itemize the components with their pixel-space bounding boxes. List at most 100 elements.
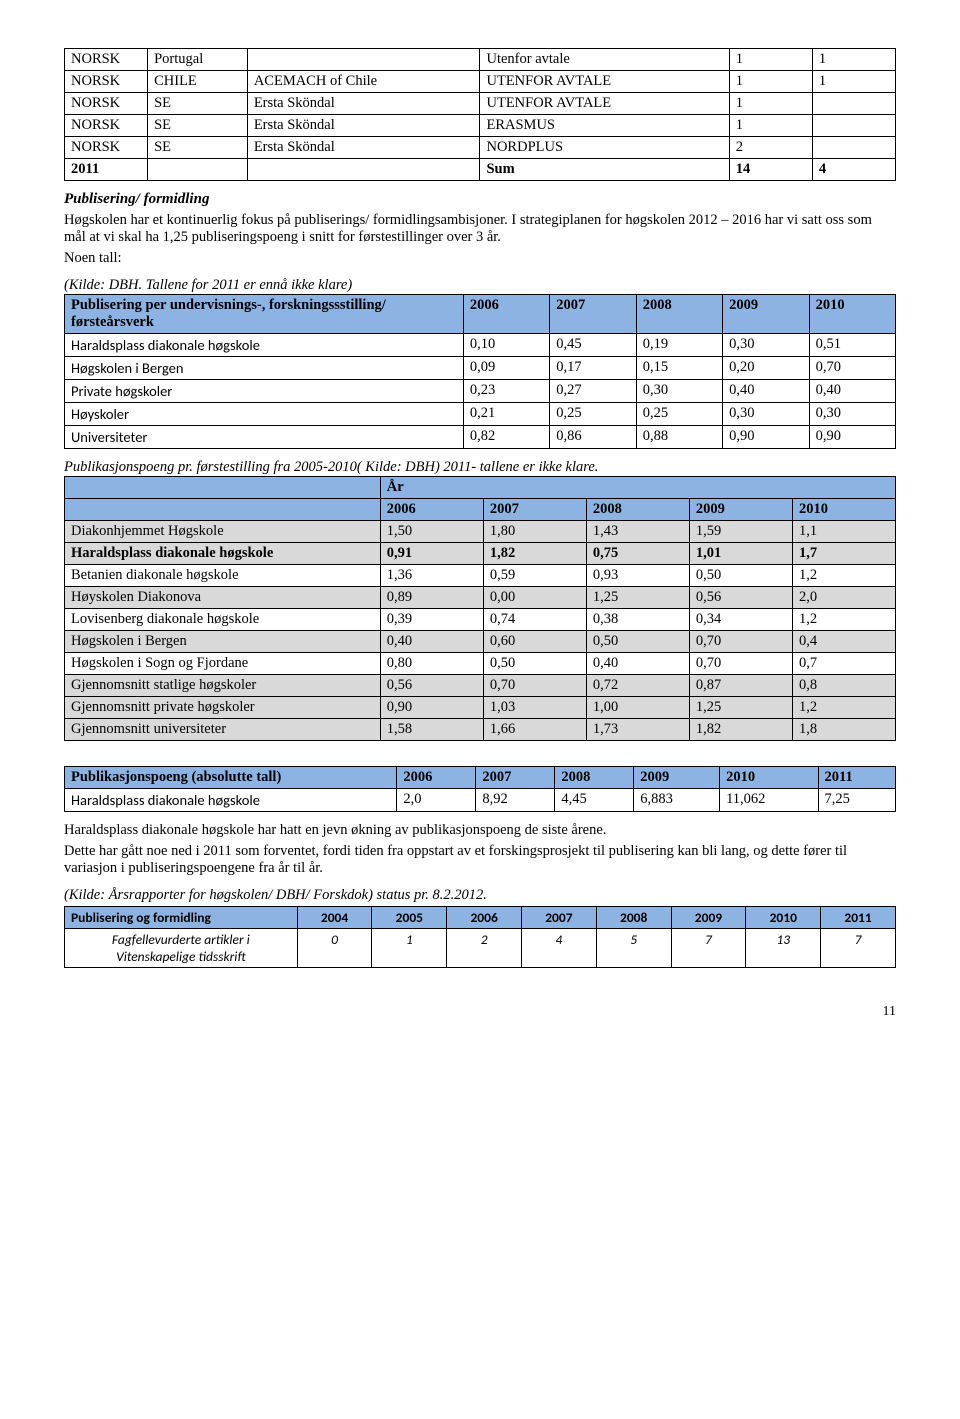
- table5-header-cell: 2009: [671, 907, 746, 929]
- table3-value-cell: 0,80: [380, 653, 483, 675]
- exchange-cell: 2011: [65, 159, 148, 181]
- table3-value-cell: 1,03: [483, 697, 586, 719]
- table3-value-cell: 1,50: [380, 521, 483, 543]
- publishing-para-1: Høgskolen har et kontinuerlig fokus på p…: [64, 212, 896, 246]
- table3-value-cell: 0,89: [380, 587, 483, 609]
- table5-header-cell: 2010: [746, 907, 821, 929]
- table2-header-cell: Publisering per undervisnings-, forsknin…: [65, 295, 464, 334]
- table5-header-cell: 2006: [447, 907, 522, 929]
- exchange-cell: 1: [812, 49, 895, 71]
- table3-value-cell: 1,2: [792, 697, 895, 719]
- table3-year-cell: 2009: [689, 499, 792, 521]
- exchange-cell: NORSK: [65, 115, 148, 137]
- table2-value-cell: 0,25: [636, 403, 722, 426]
- table3-row-label: Gjennomsnitt private høgskoler: [65, 697, 381, 719]
- table3-year-cell: 2008: [586, 499, 689, 521]
- table5-value-cell: 0: [297, 929, 372, 968]
- table4-header-cell: 2009: [634, 767, 720, 789]
- exchange-cell: SE: [148, 137, 248, 159]
- table3-value-cell: 1,2: [792, 565, 895, 587]
- table4-header-cell: 2006: [397, 767, 476, 789]
- table3-row-label: Høgskolen i Bergen: [65, 631, 381, 653]
- table3-value-cell: 1,00: [586, 697, 689, 719]
- table2-row-label: Haraldsplass diakonale høgskole: [65, 334, 464, 357]
- exchange-cell: 1: [729, 115, 812, 137]
- table4-header-cell: 2007: [476, 767, 555, 789]
- table4-value-cell: 11,062: [720, 789, 818, 812]
- table3-value-cell: 0,72: [586, 675, 689, 697]
- table4-value-cell: 8,92: [476, 789, 555, 812]
- table3-row-label: Gjennomsnitt statlige høgskoler: [65, 675, 381, 697]
- table2-value-cell: 0,30: [723, 403, 809, 426]
- table2-value-cell: 0,10: [463, 334, 549, 357]
- table2-value-cell: 0,25: [550, 403, 636, 426]
- table2-value-cell: 0,30: [723, 334, 809, 357]
- table5-row-label: Fagfellevurderte artikler i Vitenskapeli…: [65, 929, 298, 968]
- exchange-cell: 4: [812, 159, 895, 181]
- publishing-formidling-table: Publisering og formidling200420052006200…: [64, 906, 896, 968]
- exchange-cell: [812, 137, 895, 159]
- table3-value-cell: 1,73: [586, 719, 689, 741]
- table2-value-cell: 0,40: [809, 380, 895, 403]
- exchange-cell: 1: [729, 49, 812, 71]
- table5-value-cell: 1: [372, 929, 447, 968]
- table3-value-cell: 1,7: [792, 543, 895, 565]
- table3-value-cell: 2,0: [792, 587, 895, 609]
- table5-value-cell: 7: [821, 929, 896, 968]
- table3-row-label: Gjennomsnitt universiteter: [65, 719, 381, 741]
- exchange-cell: 1: [729, 71, 812, 93]
- table3-value-cell: 1,59: [689, 521, 792, 543]
- table2-row-label: Høgskolen i Bergen: [65, 357, 464, 380]
- table3-value-cell: 0,74: [483, 609, 586, 631]
- table2-header-cell: 2008: [636, 295, 722, 334]
- exchange-cell: NORSK: [65, 93, 148, 115]
- table2-value-cell: 0,30: [636, 380, 722, 403]
- table3-value-cell: 0,90: [380, 697, 483, 719]
- table5-header-cell: 2011: [821, 907, 896, 929]
- table3-value-cell: 0,34: [689, 609, 792, 631]
- table3-year-cell: 2007: [483, 499, 586, 521]
- table3-value-cell: 1,2: [792, 609, 895, 631]
- table5-value-cell: 13: [746, 929, 821, 968]
- exchange-cell: 1: [812, 71, 895, 93]
- table2-value-cell: 0,17: [550, 357, 636, 380]
- table5-value-cell: 7: [671, 929, 746, 968]
- table4-value-cell: 4,45: [555, 789, 634, 812]
- table4-header-cell: Publikasjonspoeng (absolutte tall): [65, 767, 397, 789]
- exchange-cell: NORDPLUS: [480, 137, 729, 159]
- table3-value-cell: 1,01: [689, 543, 792, 565]
- exchange-cell: SE: [148, 115, 248, 137]
- table2-row-label: Private høgskoler: [65, 380, 464, 403]
- table3-year-cell: 2010: [792, 499, 895, 521]
- table2-value-cell: 0,51: [809, 334, 895, 357]
- table3-row-label: Lovisenberg diakonale høgskole: [65, 609, 381, 631]
- table3-value-cell: 0,50: [483, 653, 586, 675]
- exchange-cell: [148, 159, 248, 181]
- exchange-cell: [812, 115, 895, 137]
- table2-value-cell: 0,27: [550, 380, 636, 403]
- table2-value-cell: 0,45: [550, 334, 636, 357]
- table2-value-cell: 0,90: [809, 426, 895, 449]
- table3-value-cell: 1,82: [483, 543, 586, 565]
- table3-value-cell: 0,70: [689, 631, 792, 653]
- table3-value-cell: 0,87: [689, 675, 792, 697]
- table2-value-cell: 0,20: [723, 357, 809, 380]
- exchange-cell: 1: [729, 93, 812, 115]
- table3-value-cell: 0,59: [483, 565, 586, 587]
- exchange-cell: UTENFOR AVTALE: [480, 93, 729, 115]
- table3-value-cell: 0,60: [483, 631, 586, 653]
- table3-value-cell: 0,38: [586, 609, 689, 631]
- exchange-cell: Utenfor avtale: [480, 49, 729, 71]
- exchange-cell: SE: [148, 93, 248, 115]
- table3-row-label: Høgskolen i Sogn og Fjordane: [65, 653, 381, 675]
- table3-value-cell: 0,50: [689, 565, 792, 587]
- table5-header-cell: 2004: [297, 907, 372, 929]
- table4-header-cell: 2011: [818, 767, 896, 789]
- table2-header-cell: 2006: [463, 295, 549, 334]
- table4-header-cell: 2010: [720, 767, 818, 789]
- table3-value-cell: 0,39: [380, 609, 483, 631]
- table3-value-cell: 1,8: [792, 719, 895, 741]
- table3-caption: Publikasjonspoeng pr. førstestilling fra…: [64, 459, 896, 476]
- table3-value-cell: 0,4: [792, 631, 895, 653]
- exchange-cell: NORSK: [65, 49, 148, 71]
